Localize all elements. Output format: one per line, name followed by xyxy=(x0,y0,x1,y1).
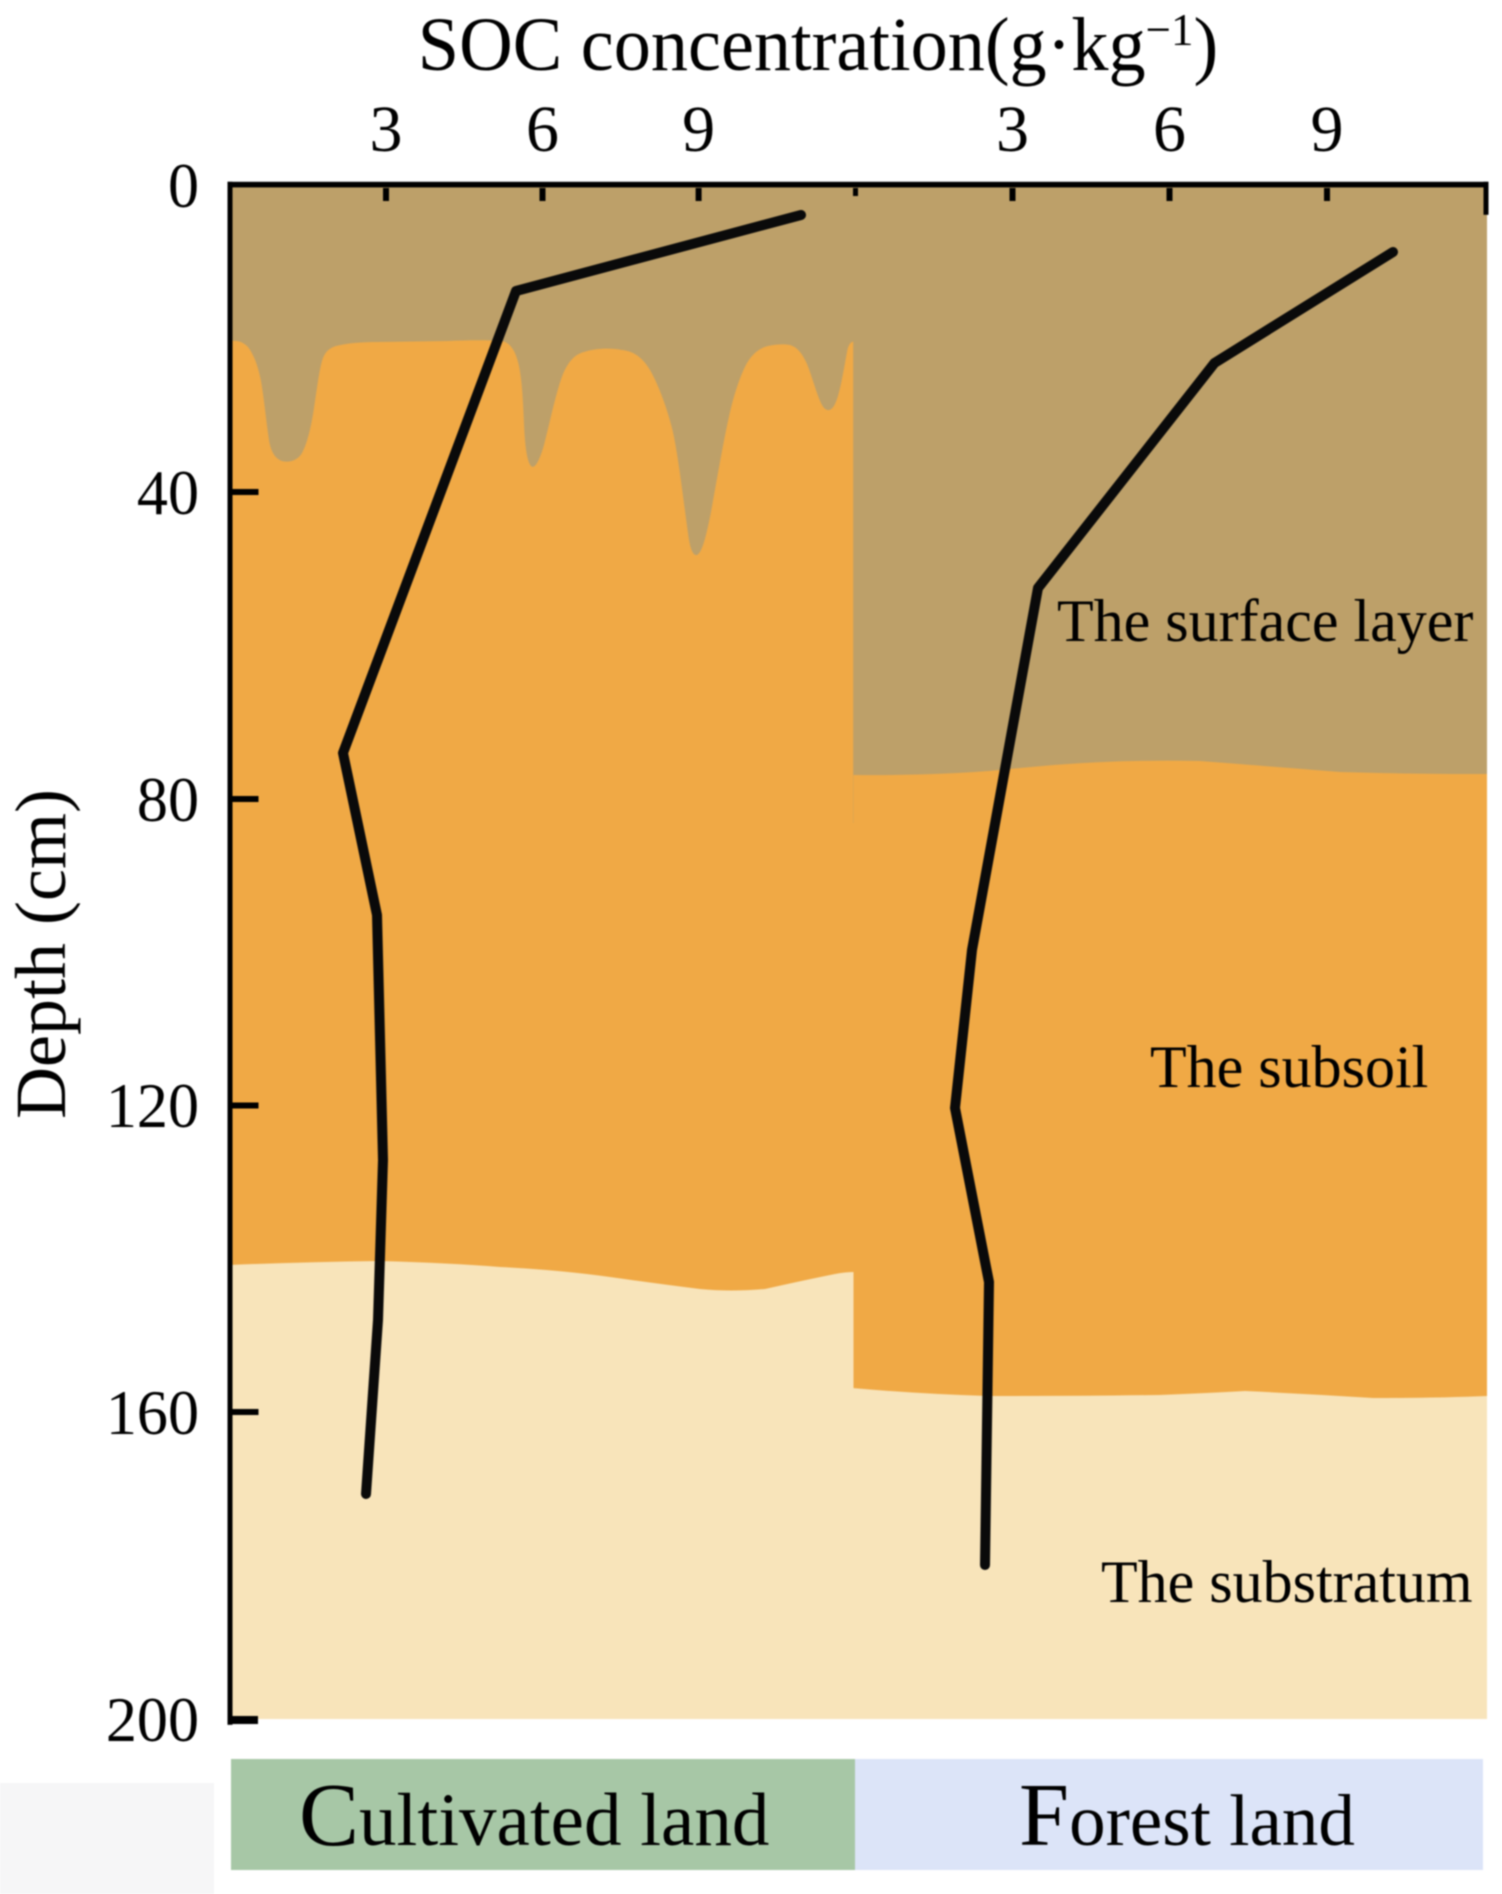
svg-text:6: 6 xyxy=(1153,93,1186,166)
svg-text:9: 9 xyxy=(682,93,715,166)
svg-text:3: 3 xyxy=(996,93,1029,166)
svg-text:6: 6 xyxy=(526,93,559,166)
svg-text:160: 160 xyxy=(106,1377,199,1448)
svg-text:SOC concentration(g·kg−1): SOC concentration(g·kg−1) xyxy=(418,3,1218,87)
svg-text:120: 120 xyxy=(106,1070,199,1141)
svg-text:200: 200 xyxy=(106,1684,199,1755)
svg-text:Cultivated land: Cultivated land xyxy=(299,1766,769,1865)
svg-text:80: 80 xyxy=(137,764,199,835)
svg-text:40: 40 xyxy=(137,457,199,528)
svg-text:The substratum: The substratum xyxy=(1101,1549,1473,1615)
svg-text:3: 3 xyxy=(370,93,403,166)
svg-text:The subsoil: The subsoil xyxy=(1150,1034,1428,1100)
svg-text:9: 9 xyxy=(1311,93,1344,166)
svg-text:Depth (cm): Depth (cm) xyxy=(1,789,81,1119)
svg-text:Forest land: Forest land xyxy=(1019,1766,1355,1865)
svg-text:The surface layer: The surface layer xyxy=(1057,588,1473,654)
svg-text:0: 0 xyxy=(168,150,199,221)
